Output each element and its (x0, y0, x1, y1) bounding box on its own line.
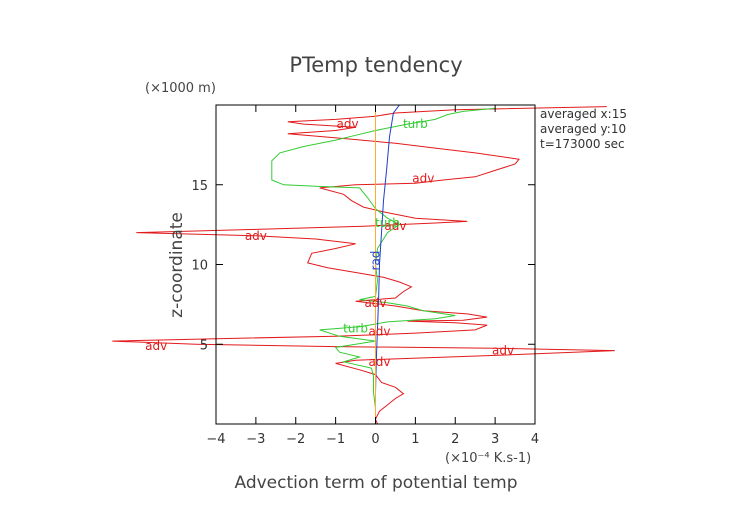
series-label-adv-3: adv (245, 229, 267, 243)
x-unit-label: (×10⁻⁴ K.s-1) (445, 451, 531, 466)
series-label-adv-5: adv (368, 324, 390, 338)
series-layer (112, 104, 615, 425)
x-tick-label-3: −1 (326, 432, 345, 447)
series-label-rad-12: rad (368, 251, 382, 271)
x-tick-label-6: 2 (451, 432, 459, 447)
series-label-turb-11: turb (343, 321, 368, 335)
x-tick-label-8: 4 (531, 432, 539, 447)
x-tick-label-4: 0 (371, 432, 379, 447)
turb-line (271, 107, 496, 424)
series-label-turb-10: turb (375, 216, 400, 230)
y-tick-label-0: 5 (200, 338, 208, 353)
adv-line (112, 106, 615, 425)
x-axis: −4 −3 −2 −1 0 1 2 3 4 (206, 105, 539, 447)
x-axis-label: Advection term of potential temp (234, 473, 517, 493)
annotation-time: t=173000 sec (540, 137, 625, 151)
series-label-adv-2: adv (384, 219, 406, 233)
annotations: averaged x:15 averaged y:10 t=173000 sec (540, 107, 627, 151)
series-label-adv-6: adv (145, 339, 167, 353)
y-axis: 5 10 15 (191, 179, 535, 353)
x-tick-label-7: 3 (491, 432, 499, 447)
series-label-adv-0: adv (337, 117, 359, 131)
y-unit-label: (×1000 m) (145, 81, 216, 96)
x-tick-label-1: −3 (246, 432, 265, 447)
x-tick-label-0: −4 (206, 432, 225, 447)
series-label-turb-9: turb (403, 117, 428, 131)
y-tick-label-1: 10 (191, 259, 208, 274)
series-label-adv-7: adv (492, 344, 514, 358)
x-tick-label-5: 1 (411, 432, 419, 447)
rad-line (375, 104, 400, 424)
chart-title: PTemp tendency (289, 53, 462, 77)
y-tick-label-2: 15 (191, 179, 208, 194)
annotation-averaged-x: averaged x:15 (540, 107, 627, 121)
series-label-adv-8: adv (368, 355, 390, 369)
x-tick-label-2: −2 (286, 432, 305, 447)
annotation-averaged-y: averaged y:10 (540, 122, 626, 136)
series-label-adv-4: adv (364, 296, 386, 310)
series-label-adv-1: adv (412, 171, 434, 185)
y-axis-label: z-coordinate (167, 212, 187, 318)
